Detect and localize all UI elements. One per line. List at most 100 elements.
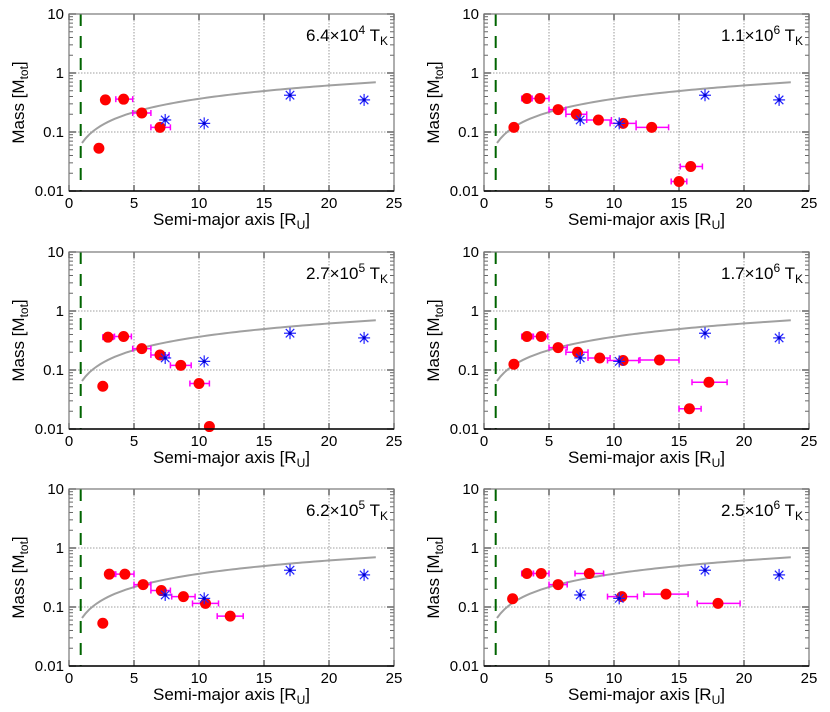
y-tick-label: 0.01 [35, 183, 64, 200]
y-tick-label: 10 [462, 481, 479, 498]
star-center [362, 573, 366, 577]
simulated-point [93, 142, 105, 154]
star-center [163, 356, 167, 360]
x-tick-label: 25 [386, 433, 403, 450]
data-layer [507, 564, 786, 609]
simulated-point [660, 588, 672, 600]
model-curve [496, 319, 791, 382]
x-tick-label: 0 [65, 433, 73, 450]
y-tick-label: 10 [47, 244, 64, 261]
panel-annotation: 2.7×105 TK [306, 261, 388, 286]
y-tick-label: 1 [56, 303, 64, 320]
simulated-point [97, 380, 109, 392]
observed-point [159, 113, 172, 126]
observed-point [574, 588, 587, 601]
simulated-point [592, 114, 604, 126]
observed-point [773, 331, 786, 344]
x-tick-label: 15 [671, 670, 688, 687]
data-layer [508, 89, 786, 187]
simulated-point [97, 617, 109, 629]
observed-point [358, 568, 371, 581]
star-center [617, 121, 621, 125]
x-tick-label: 5 [130, 195, 138, 212]
x-tick-label: 10 [191, 670, 208, 687]
panel-annotation: 6.2×105 TK [306, 498, 388, 523]
simulated-point [712, 597, 724, 609]
observed-point [574, 113, 587, 126]
simulated-point [103, 568, 115, 580]
x-tick-label: 10 [606, 670, 623, 687]
panel-annotation: 6.4×104 TK [306, 23, 388, 48]
x-tick-label: 0 [65, 670, 73, 687]
observed-point [198, 117, 211, 130]
simulated-point [224, 610, 236, 622]
x-tick-label: 25 [801, 195, 818, 212]
y-tick-label: 0.01 [35, 421, 64, 438]
model-curve [81, 81, 376, 144]
x-axis-label: Semi-major axis [RU] [153, 685, 310, 707]
observed-point [773, 93, 786, 106]
x-axis-label: Semi-major axis [RU] [568, 685, 725, 707]
x-axis-label: Semi-major axis [RU] [153, 448, 310, 470]
x-tick-label: 20 [736, 670, 753, 687]
star-center [777, 336, 781, 340]
y-tick-label: 0.01 [450, 658, 479, 675]
simulated-point [535, 330, 547, 342]
x-tick-label: 5 [545, 670, 553, 687]
observed-point [159, 351, 172, 364]
x-tick-label: 0 [65, 195, 73, 212]
x-tick-label: 25 [386, 670, 403, 687]
y-axis-label: Mass [Mtot] [9, 536, 31, 618]
star-center [288, 93, 292, 97]
y-tick-label: 0.1 [458, 362, 479, 379]
simulated-point [177, 591, 189, 603]
simulated-point [507, 593, 519, 605]
observed-point [284, 89, 296, 102]
star-center [578, 593, 582, 597]
data-layer [97, 327, 371, 433]
observed-point [198, 592, 211, 605]
y-tick-label: 0.01 [450, 183, 479, 200]
x-tick-label: 20 [321, 433, 338, 450]
x-axis-label: Semi-major axis [RU] [568, 448, 725, 470]
panel-annotation: 1.7×106 TK [721, 261, 803, 286]
model-curve [81, 319, 376, 382]
simulated-point [521, 567, 533, 579]
y-tick-label: 10 [47, 481, 64, 498]
observed-point [198, 355, 211, 368]
x-tick-label: 10 [191, 433, 208, 450]
simulated-point [703, 376, 715, 388]
observed-point [284, 327, 296, 340]
observed-point [699, 327, 711, 340]
y-axis-label: Mass [Mtot] [9, 299, 31, 381]
y-tick-label: 0.1 [43, 362, 64, 379]
y-tick-label: 1 [56, 540, 64, 557]
y-tick-label: 0.1 [43, 124, 64, 141]
y-tick-label: 1 [56, 65, 64, 82]
star-center [617, 596, 621, 600]
x-tick-label: 15 [256, 195, 273, 212]
x-tick-label: 0 [480, 195, 488, 212]
simulated-point [154, 121, 166, 133]
simulated-point [118, 330, 130, 342]
star-center [362, 336, 366, 340]
simulated-point [673, 175, 685, 187]
simulated-point [552, 104, 564, 116]
simulated-point [99, 94, 111, 106]
y-tick-label: 0.01 [450, 421, 479, 438]
y-tick-label: 0.1 [43, 599, 64, 616]
star-center [617, 359, 621, 363]
simulated-point [136, 343, 148, 355]
model-curve [496, 81, 791, 144]
star-center [288, 331, 292, 335]
panel-annotation: 1.1×106 TK [721, 23, 803, 48]
data-layer [93, 89, 371, 154]
observed-point [699, 89, 711, 102]
x-tick-label: 5 [130, 433, 138, 450]
simulated-point [119, 568, 131, 580]
simulated-point [521, 330, 533, 342]
x-tick-label: 20 [736, 195, 753, 212]
observed-point [773, 568, 786, 581]
